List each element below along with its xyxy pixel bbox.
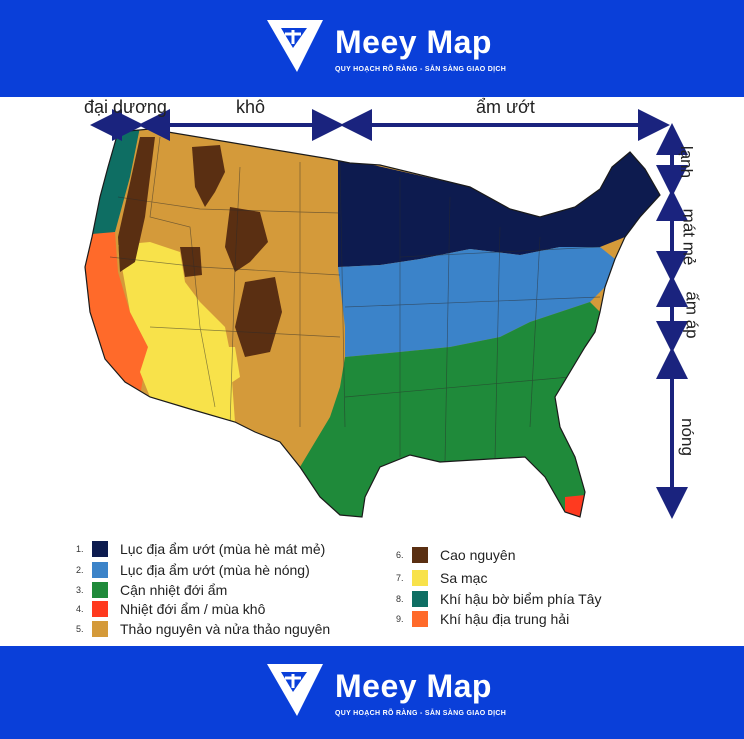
humid-continental-cool-region bbox=[338, 152, 660, 267]
tropical-region bbox=[565, 495, 585, 517]
meey-map-logo-icon bbox=[267, 664, 323, 716]
legend-label: Lục địa ẩm ướt (mùa hè mát mẻ) bbox=[120, 541, 326, 557]
bottom-banner: Meey Map QUY HOẠCH RÕ RÀNG - SẴN SÀNG GI… bbox=[0, 646, 744, 739]
legend-number: 5. bbox=[76, 624, 84, 634]
map-legend: 1. Lục địa ẩm ướt (mùa hè mát mẻ) 2. Lục… bbox=[70, 536, 670, 644]
legend-swatch bbox=[412, 611, 428, 627]
brand-tagline: QUY HOẠCH RÕ RÀNG - SẴN SÀNG GIAO DỊCH bbox=[335, 710, 507, 717]
brand-lockup: Meey Map QUY HOẠCH RÕ RÀNG - SẴN SÀNG GI… bbox=[263, 14, 523, 84]
brand-name: Meey Map bbox=[335, 24, 492, 60]
legend-number: 6. bbox=[396, 550, 404, 560]
legend-label: Thảo nguyên và nửa thảo nguyên bbox=[120, 621, 331, 637]
us-outline bbox=[84, 128, 661, 518]
legend-swatch bbox=[412, 547, 428, 563]
legend-label: Khí hậu bờ biểm phía Tây bbox=[440, 591, 602, 607]
humid-subtropical-region bbox=[300, 302, 600, 517]
legend-item: 1. Lục địa ẩm ướt (mùa hè mát mẻ) bbox=[76, 538, 325, 560]
legend-item: 2. Lục địa ẩm ướt (mùa hè nóng) bbox=[76, 559, 310, 581]
label-humid: ẩm ướt bbox=[476, 97, 535, 117]
highland-cascades bbox=[118, 137, 155, 272]
legend-number: 2. bbox=[76, 565, 84, 575]
legend-item: 4. Nhiệt đới ẩm / mùa khô bbox=[76, 598, 265, 620]
highland-rockies-north bbox=[192, 145, 225, 207]
legend-number: 9. bbox=[396, 614, 404, 624]
brand-lockup: Meey Map QUY HOẠCH RÕ RÀNG - SẴN SÀNG GI… bbox=[263, 658, 523, 728]
top-banner: Meey Map QUY HOẠCH RÕ RÀNG - SẴN SÀNG GI… bbox=[0, 0, 744, 97]
legend-number: 4. bbox=[76, 604, 84, 614]
legend-item: 3. Cận nhiệt đới ẩm bbox=[76, 579, 227, 601]
us-climate-map: đại dương khô ẩm ướt lạnh mát mẻ ấm áp n… bbox=[0, 97, 744, 527]
legend-swatch bbox=[92, 562, 108, 578]
meey-map-logo-icon bbox=[267, 20, 323, 72]
legend-number: 3. bbox=[76, 585, 84, 595]
legend-item: 8. Khí hậu bờ biểm phía Tây bbox=[396, 588, 601, 610]
brand-name: Meey Map bbox=[335, 668, 492, 704]
legend-label: Khí hậu địa trung hải bbox=[440, 611, 570, 627]
label-hot: nóng bbox=[677, 418, 697, 456]
legend-swatch bbox=[92, 621, 108, 637]
legend-label: Cận nhiệt đới ẩm bbox=[120, 582, 228, 598]
legend-item: 9. Khí hậu địa trung hải bbox=[396, 608, 569, 630]
legend-label: Nhiệt đới ẩm / mùa khô bbox=[120, 601, 266, 617]
legend-swatch bbox=[412, 591, 428, 607]
label-oceanic: đại dương bbox=[84, 97, 167, 117]
label-warm: ấm áp bbox=[682, 291, 702, 339]
map-graphic bbox=[84, 109, 688, 519]
state-borders bbox=[109, 136, 601, 463]
brand-tagline: QUY HOẠCH RÕ RÀNG - SẴN SÀNG GIAO DỊCH bbox=[335, 66, 507, 73]
legend-swatch bbox=[412, 570, 428, 586]
label-cold: lạnh bbox=[677, 145, 697, 179]
label-cool: mát mẻ bbox=[679, 208, 699, 266]
highland-great-basin bbox=[180, 247, 202, 277]
legend-number: 7. bbox=[396, 573, 404, 583]
legend-item: 6. Cao nguyên bbox=[396, 544, 516, 566]
legend-number: 8. bbox=[396, 594, 404, 604]
legend-label: Lục địa ẩm ướt (mùa hè nóng) bbox=[120, 562, 310, 578]
legend-item: 7. Sa mạc bbox=[396, 567, 487, 589]
legend-item: 5. Thảo nguyên và nửa thảo nguyên bbox=[76, 618, 330, 640]
label-dry: khô bbox=[236, 97, 266, 117]
desert-region-2 bbox=[200, 347, 240, 387]
highland-rockies-south bbox=[235, 277, 282, 357]
legend-label: Sa mạc bbox=[440, 570, 488, 586]
legend-label: Cao nguyên bbox=[440, 547, 516, 563]
legend-number: 1. bbox=[76, 544, 84, 554]
legend-swatch bbox=[92, 582, 108, 598]
legend-swatch bbox=[92, 541, 108, 557]
legend-swatch bbox=[92, 601, 108, 617]
